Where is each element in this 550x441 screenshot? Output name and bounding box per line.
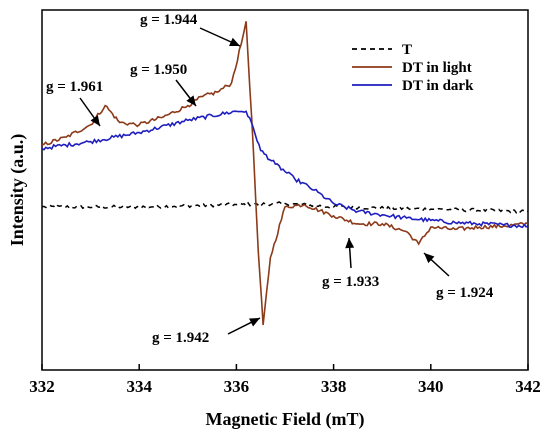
series-line-t <box>41 201 529 214</box>
ticks-layer: 332 334 336 338 340 342 <box>29 364 541 396</box>
annotation-label: g = 1.933 <box>322 274 379 290</box>
y-axis-title: Intensity (a.u.) <box>7 134 28 247</box>
series-layer <box>41 21 529 326</box>
x-axis-title: Magnetic Field (mT) <box>206 409 365 430</box>
series-line-dt-in-light <box>41 21 529 326</box>
x-tick-label: 340 <box>418 377 444 396</box>
x-tick-label: 332 <box>29 377 55 396</box>
annotation-arrow-head <box>186 95 196 106</box>
annotation-arrow-head <box>249 318 260 327</box>
annotation-arrow-head <box>345 238 355 249</box>
plot-frame <box>41 9 529 371</box>
x-tick-label: 338 <box>321 377 347 396</box>
x-tick-label: 334 <box>126 377 152 396</box>
series-line-dt-in-dark <box>41 110 529 229</box>
x-tick-label: 336 <box>224 377 250 396</box>
annotation-label: g = 1.961 <box>46 79 103 95</box>
legend-label: T <box>402 42 412 58</box>
annotation-arrow-head <box>229 37 240 46</box>
legend: T DT in light DT in dark <box>352 42 474 94</box>
legend-label: DT in light <box>402 60 472 76</box>
legend-label: DT in dark <box>402 78 474 94</box>
annotation-label: g = 1.942 <box>152 330 209 346</box>
annotation-arrow-head <box>424 253 435 264</box>
annotation-label: g = 1.950 <box>130 62 187 78</box>
annotations-layer: g = 1.944 g = 1.950 g = 1.961 g = 1.942 g = … <box>46 12 494 346</box>
x-tick-label: 342 <box>515 377 541 396</box>
annotation-label: g = 1.944 <box>140 12 198 28</box>
annotation-label: g = 1.924 <box>436 285 494 301</box>
annotation-arrow-head <box>90 115 100 126</box>
